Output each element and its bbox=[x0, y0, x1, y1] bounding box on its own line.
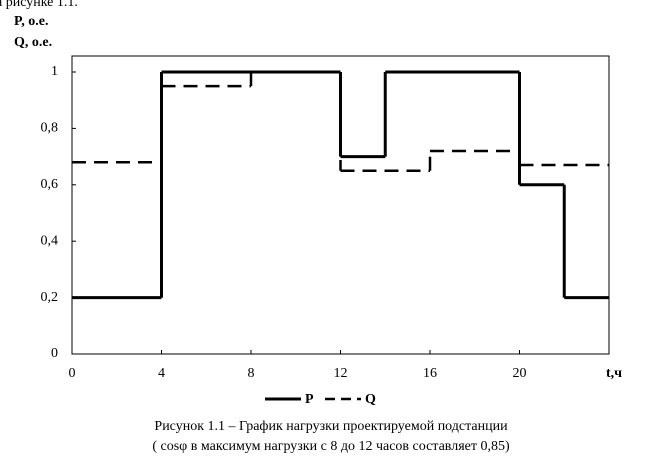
legend-label: Q bbox=[365, 392, 376, 407]
y-tick-label: 0,6 bbox=[41, 177, 59, 192]
x-tick-label: 12 bbox=[334, 366, 348, 381]
y-tick-label: 1 bbox=[51, 64, 58, 79]
y-tick-label: 0,4 bbox=[41, 233, 59, 248]
note: а рисунке 1.1. bbox=[0, 0, 78, 10]
x-tick-label: 8 bbox=[248, 366, 255, 381]
y-axis-label: Q, о.е. bbox=[14, 35, 52, 50]
y-axis-label: P, о.е. bbox=[14, 14, 48, 29]
x-tick-label: 20 bbox=[513, 366, 527, 381]
x-tick-label: 4 bbox=[158, 366, 165, 381]
x-axis-label: t,ч bbox=[606, 366, 622, 381]
y-tick-label: 0,8 bbox=[41, 121, 59, 136]
y-tick-label: 0 bbox=[51, 346, 58, 361]
caption: Рисунок 1.1 – График нагрузки проектируе… bbox=[154, 419, 508, 434]
x-tick-label: 16 bbox=[423, 366, 437, 381]
caption: ( cosφ в максимум нагрузки с 8 до 12 час… bbox=[152, 439, 510, 454]
x-tick-label: 0 bbox=[69, 366, 76, 381]
legend-label: P bbox=[305, 392, 314, 407]
y-tick-label: 0,2 bbox=[41, 290, 59, 305]
